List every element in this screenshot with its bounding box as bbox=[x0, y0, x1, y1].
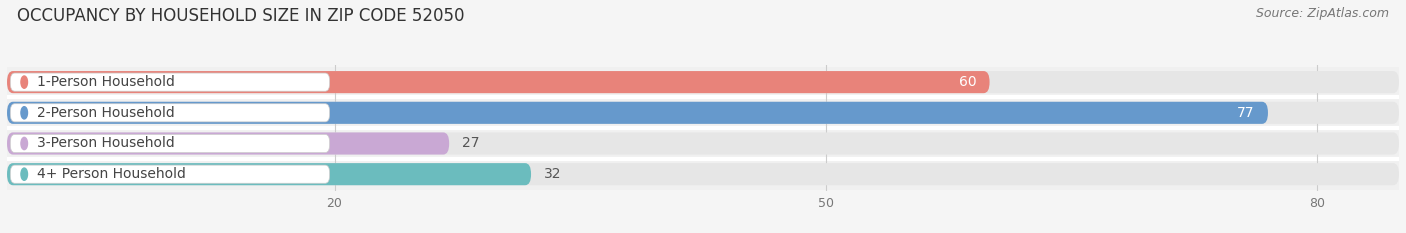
Text: OCCUPANCY BY HOUSEHOLD SIZE IN ZIP CODE 52050: OCCUPANCY BY HOUSEHOLD SIZE IN ZIP CODE … bbox=[17, 7, 464, 25]
FancyBboxPatch shape bbox=[7, 67, 1399, 97]
Text: 3-Person Household: 3-Person Household bbox=[37, 137, 174, 151]
FancyBboxPatch shape bbox=[7, 71, 1399, 93]
Text: 60: 60 bbox=[959, 75, 977, 89]
FancyBboxPatch shape bbox=[7, 102, 1268, 124]
FancyBboxPatch shape bbox=[10, 104, 329, 122]
Text: 77: 77 bbox=[1237, 106, 1256, 120]
Text: Source: ZipAtlas.com: Source: ZipAtlas.com bbox=[1256, 7, 1389, 20]
Circle shape bbox=[21, 76, 28, 88]
FancyBboxPatch shape bbox=[10, 165, 329, 183]
FancyBboxPatch shape bbox=[7, 128, 1399, 159]
FancyBboxPatch shape bbox=[10, 134, 329, 153]
Text: 4+ Person Household: 4+ Person Household bbox=[37, 167, 186, 181]
FancyBboxPatch shape bbox=[7, 71, 990, 93]
FancyBboxPatch shape bbox=[7, 159, 1399, 189]
Circle shape bbox=[21, 168, 28, 180]
FancyBboxPatch shape bbox=[10, 73, 329, 91]
Text: 27: 27 bbox=[463, 137, 479, 151]
FancyBboxPatch shape bbox=[7, 132, 449, 154]
Text: 32: 32 bbox=[544, 167, 561, 181]
FancyBboxPatch shape bbox=[7, 97, 1399, 128]
Circle shape bbox=[21, 137, 28, 150]
Text: 1-Person Household: 1-Person Household bbox=[37, 75, 174, 89]
Text: 2-Person Household: 2-Person Household bbox=[37, 106, 174, 120]
FancyBboxPatch shape bbox=[7, 163, 531, 185]
FancyBboxPatch shape bbox=[7, 132, 1399, 154]
Circle shape bbox=[21, 107, 28, 119]
FancyBboxPatch shape bbox=[7, 163, 1399, 185]
FancyBboxPatch shape bbox=[7, 102, 1399, 124]
